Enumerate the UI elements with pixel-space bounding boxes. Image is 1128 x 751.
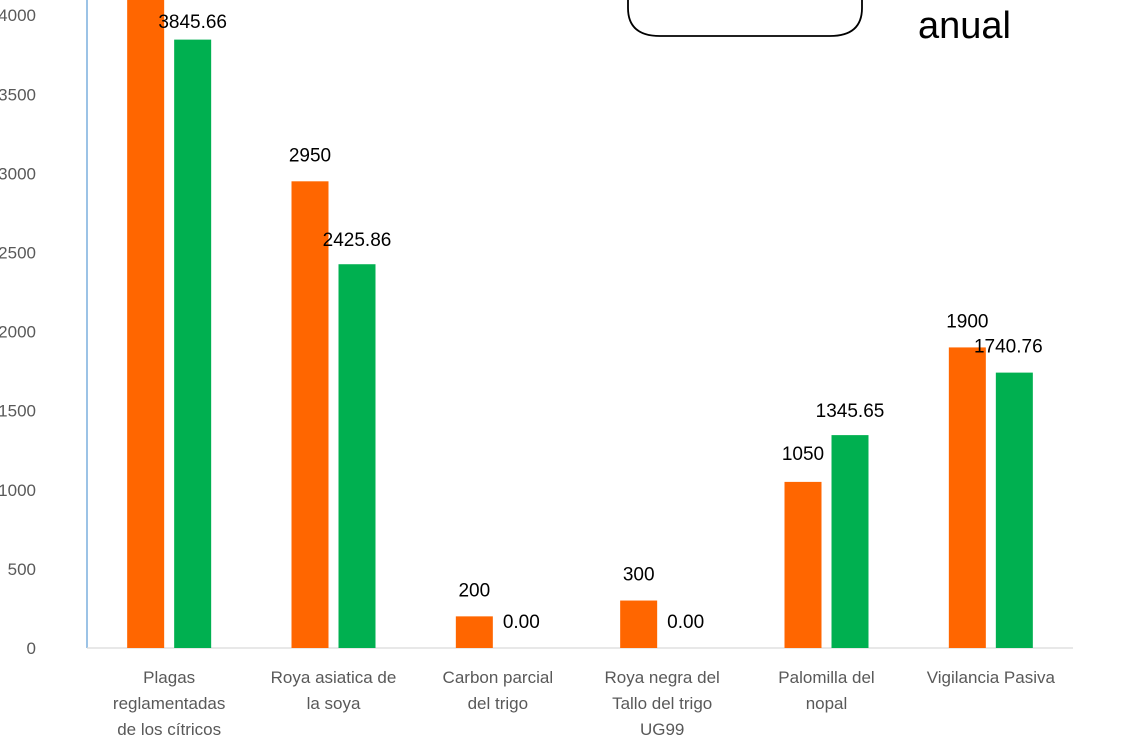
axes <box>86 0 1073 649</box>
category-label: del trigo <box>468 694 528 713</box>
category-label: la soya <box>307 694 361 713</box>
data-label: 2425.86 <box>323 230 392 251</box>
y-tick-label: 3500 <box>0 85 36 104</box>
data-label: 2950 <box>289 145 331 166</box>
data-labels: 2950 200 300 1050 1900 3845.66 2425.86 0.00 0.00… <box>158 12 1042 633</box>
y-tick-label: 500 <box>8 560 36 579</box>
data-label: 200 <box>458 580 490 601</box>
bar-series-2 <box>338 264 376 648</box>
y-tick-label: 2500 <box>0 244 36 263</box>
y-tick-label: 4000 <box>0 6 36 25</box>
bar-series-2 <box>174 39 212 649</box>
bars <box>127 0 1033 649</box>
category-labels: Plagas reglamentadas de los cítricos Roya a… <box>113 668 1056 739</box>
bar-series-2 <box>995 372 1033 648</box>
bar-series-1 <box>948 347 986 648</box>
category-label: reglamentadas <box>113 694 225 713</box>
bar-series-2 <box>831 435 869 648</box>
y-tick-label: 1000 <box>0 481 36 500</box>
category-label: de los cítricos <box>117 720 221 739</box>
y-tick-label: 2000 <box>0 323 36 342</box>
bar-series-1 <box>291 181 329 648</box>
bar-series-1 <box>127 0 165 648</box>
bar-series-1 <box>620 600 658 648</box>
data-label: 0.00 <box>503 612 540 633</box>
category-label: Palomilla del <box>778 668 874 687</box>
category-label: Plagas <box>143 668 195 687</box>
data-label: 1345.65 <box>816 401 885 422</box>
bar-series-1 <box>784 481 822 648</box>
y-tick-label: 0 <box>27 639 36 658</box>
y-tick-label: 1500 <box>0 402 36 421</box>
data-label: 1900 <box>946 311 988 332</box>
category-label: Roya negra del <box>605 668 720 687</box>
data-label: 1740.76 <box>974 337 1043 358</box>
data-label: 3845.66 <box>158 12 227 33</box>
data-label: 300 <box>623 565 655 586</box>
category-label: UG99 <box>640 720 684 739</box>
y-tick-labels: 0 500 1000 1500 2000 2500 3000 3500 4000 <box>0 6 36 658</box>
category-label: Vigilancia Pasiva <box>927 668 1056 687</box>
corner-text: anual <box>918 5 1011 47</box>
category-label: Carbon parcial <box>443 668 554 687</box>
category-label: nopal <box>806 694 848 713</box>
category-label: Roya asiatica de <box>271 668 397 687</box>
y-tick-label: 3000 <box>0 164 36 183</box>
data-label: 1050 <box>782 444 824 465</box>
category-label: Tallo del trigo <box>612 694 712 713</box>
data-label: 0.00 <box>667 612 704 633</box>
bar-series-1 <box>455 616 493 648</box>
callout-box <box>627 0 863 37</box>
